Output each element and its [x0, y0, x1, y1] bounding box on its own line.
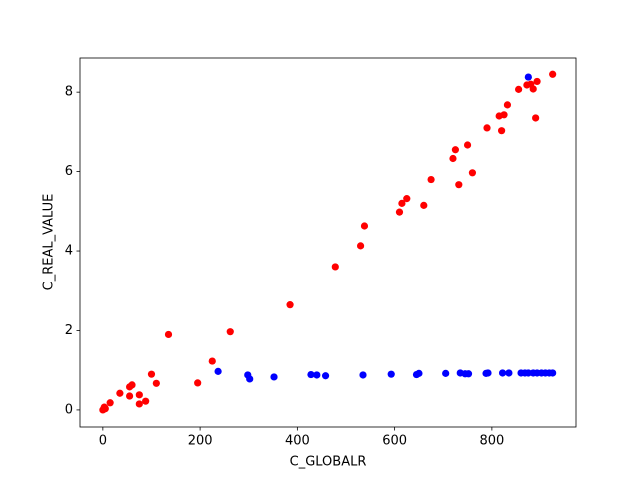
point	[500, 111, 508, 119]
point	[529, 85, 537, 93]
point	[464, 370, 473, 378]
point	[152, 379, 160, 387]
point	[483, 124, 491, 132]
point	[142, 397, 150, 405]
point	[484, 369, 492, 377]
point	[549, 70, 557, 78]
point	[135, 391, 143, 399]
point	[106, 399, 114, 407]
point	[226, 328, 234, 336]
point	[442, 369, 450, 377]
point	[515, 85, 523, 93]
point	[147, 370, 156, 378]
point	[208, 357, 216, 365]
point	[360, 222, 369, 230]
point	[286, 301, 294, 309]
point	[524, 73, 532, 81]
point	[270, 373, 278, 381]
point	[503, 101, 512, 109]
y-tick-label: 4	[65, 244, 73, 259]
point	[135, 400, 143, 408]
x-tick-label: 800	[479, 434, 504, 449]
x-axis-label: C_GLOBALR	[290, 455, 367, 470]
point	[246, 375, 254, 383]
point	[533, 77, 541, 86]
point	[307, 370, 315, 379]
x-tick-label: 400	[285, 434, 310, 449]
point	[455, 181, 463, 189]
y-tick-label: 8	[65, 85, 73, 100]
x-tick-label: 200	[188, 434, 213, 449]
point	[415, 369, 423, 377]
point	[321, 372, 330, 380]
point	[116, 389, 124, 397]
point	[505, 369, 513, 377]
plot-frame	[79, 57, 577, 428]
x-tick-label: 600	[382, 434, 407, 449]
point	[532, 114, 540, 122]
point	[403, 195, 411, 203]
point	[100, 403, 108, 411]
point	[427, 175, 435, 184]
point	[398, 199, 406, 207]
point	[498, 127, 506, 135]
point	[420, 201, 428, 209]
y-axis-label: C_REAL_VALUE	[42, 194, 57, 291]
point	[549, 369, 557, 377]
point	[313, 371, 321, 379]
point	[194, 379, 202, 387]
point	[387, 370, 395, 378]
y-tick-label: 0	[65, 402, 73, 417]
y-tick-label: 6	[65, 164, 73, 179]
x-tick-label: 0	[99, 434, 107, 449]
point	[449, 154, 457, 163]
point	[126, 392, 134, 400]
point	[331, 263, 339, 271]
point	[356, 242, 365, 250]
point	[463, 141, 472, 149]
point	[498, 369, 507, 377]
point	[451, 146, 460, 154]
point	[395, 208, 404, 216]
y-tick-label: 2	[65, 323, 73, 338]
point	[359, 371, 367, 379]
point	[164, 330, 173, 339]
point	[214, 367, 222, 375]
point	[128, 381, 136, 389]
point	[468, 169, 477, 177]
